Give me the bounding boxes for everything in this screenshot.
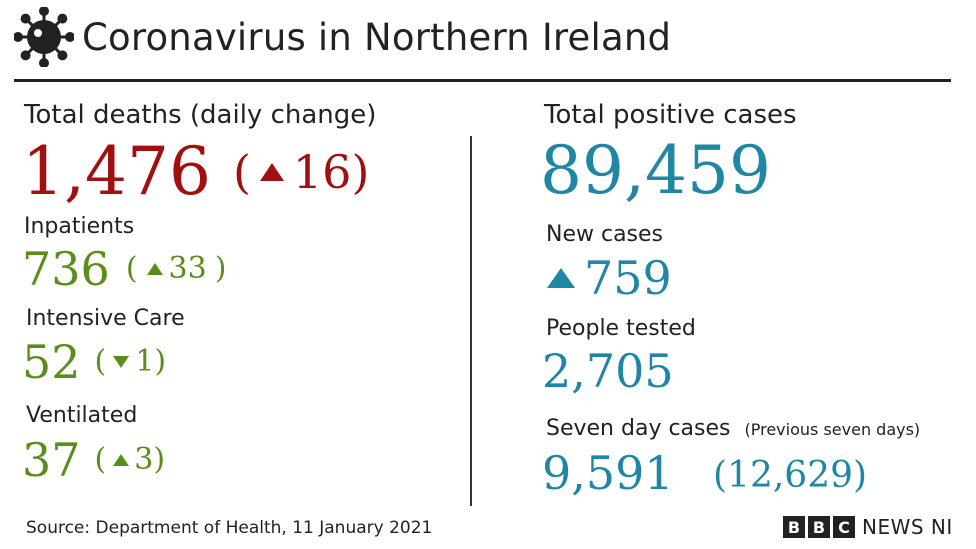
- ventilated-value: 37: [22, 433, 81, 487]
- arrow-up-icon: [547, 268, 575, 288]
- arrow-up-icon: [146, 263, 163, 275]
- intensive-care-stat: 52 ( 1 ): [22, 339, 166, 385]
- intensive-care-change-close: ): [154, 344, 167, 379]
- ventilated-change-value: 3: [134, 442, 154, 477]
- seven-day-sublabel: (Previous seven days): [744, 420, 921, 439]
- page-title: Coronavirus in Northern Ireland: [82, 15, 672, 59]
- inpatients-stat: 736 ( 33 ): [22, 246, 226, 292]
- intensive-care-value: 52: [22, 335, 81, 389]
- ventilated-label: Ventilated: [26, 403, 138, 428]
- inpatients-change-open: (: [125, 251, 138, 286]
- inpatients-value: 736: [22, 242, 110, 296]
- bbc-logo-letter: B: [783, 516, 805, 538]
- inpatients-change-close: ): [214, 251, 227, 286]
- seven-day-previous: (12,629): [713, 455, 868, 496]
- arrow-up-icon: [113, 454, 130, 466]
- ventilated-stat: 37 ( 3 ): [22, 437, 165, 483]
- bbc-logo-letter: B: [808, 516, 830, 538]
- news-ni-text: NEWS NI: [862, 515, 953, 539]
- inpatients-label: Inpatients: [24, 214, 135, 239]
- cases-value: 89,459: [540, 132, 771, 209]
- cases-label: Total positive cases: [544, 100, 797, 130]
- deaths-label: Total deaths (daily change): [24, 100, 377, 130]
- bbc-logo-letter: C: [833, 516, 855, 538]
- source-note: Source: Department of Health, 11 January…: [26, 518, 433, 538]
- arrow-up-icon: [259, 163, 284, 181]
- people-tested-value: 2,705: [542, 344, 674, 398]
- title-row: Coronavirus in Northern Ireland: [14, 6, 671, 68]
- ventilated-change-close: ): [153, 442, 166, 477]
- ventilated-change-open: (: [94, 442, 107, 477]
- seven-day-label: Seven day cases: [546, 416, 731, 441]
- column-divider: [470, 136, 472, 506]
- intensive-care-change-open: (: [94, 344, 107, 379]
- deaths-stat: 1,476 ( 16 ): [22, 139, 369, 205]
- deaths-change-value: 16: [292, 145, 352, 199]
- new-cases-value: 759: [584, 251, 672, 305]
- seven-day-header: Seven day cases (Previous seven days): [546, 416, 920, 441]
- deaths-value: 1,476: [22, 133, 211, 210]
- deaths-change-close: ): [351, 145, 370, 199]
- people-tested-label: People tested: [546, 316, 696, 341]
- deaths-change-open: (: [232, 145, 251, 199]
- bbc-news-ni-logo: B B C NEWS NI: [783, 515, 953, 539]
- seven-day-value: 9,591: [542, 446, 674, 500]
- intensive-care-change-value: 1: [135, 344, 155, 379]
- header-divider: [14, 79, 951, 82]
- coronavirus-icon: [14, 7, 74, 67]
- inpatients-change-value: 33: [168, 251, 207, 286]
- intensive-care-label: Intensive Care: [26, 306, 185, 331]
- new-cases-label: New cases: [546, 222, 664, 247]
- new-cases-stat: 759: [546, 255, 672, 301]
- arrow-down-icon: [113, 356, 130, 368]
